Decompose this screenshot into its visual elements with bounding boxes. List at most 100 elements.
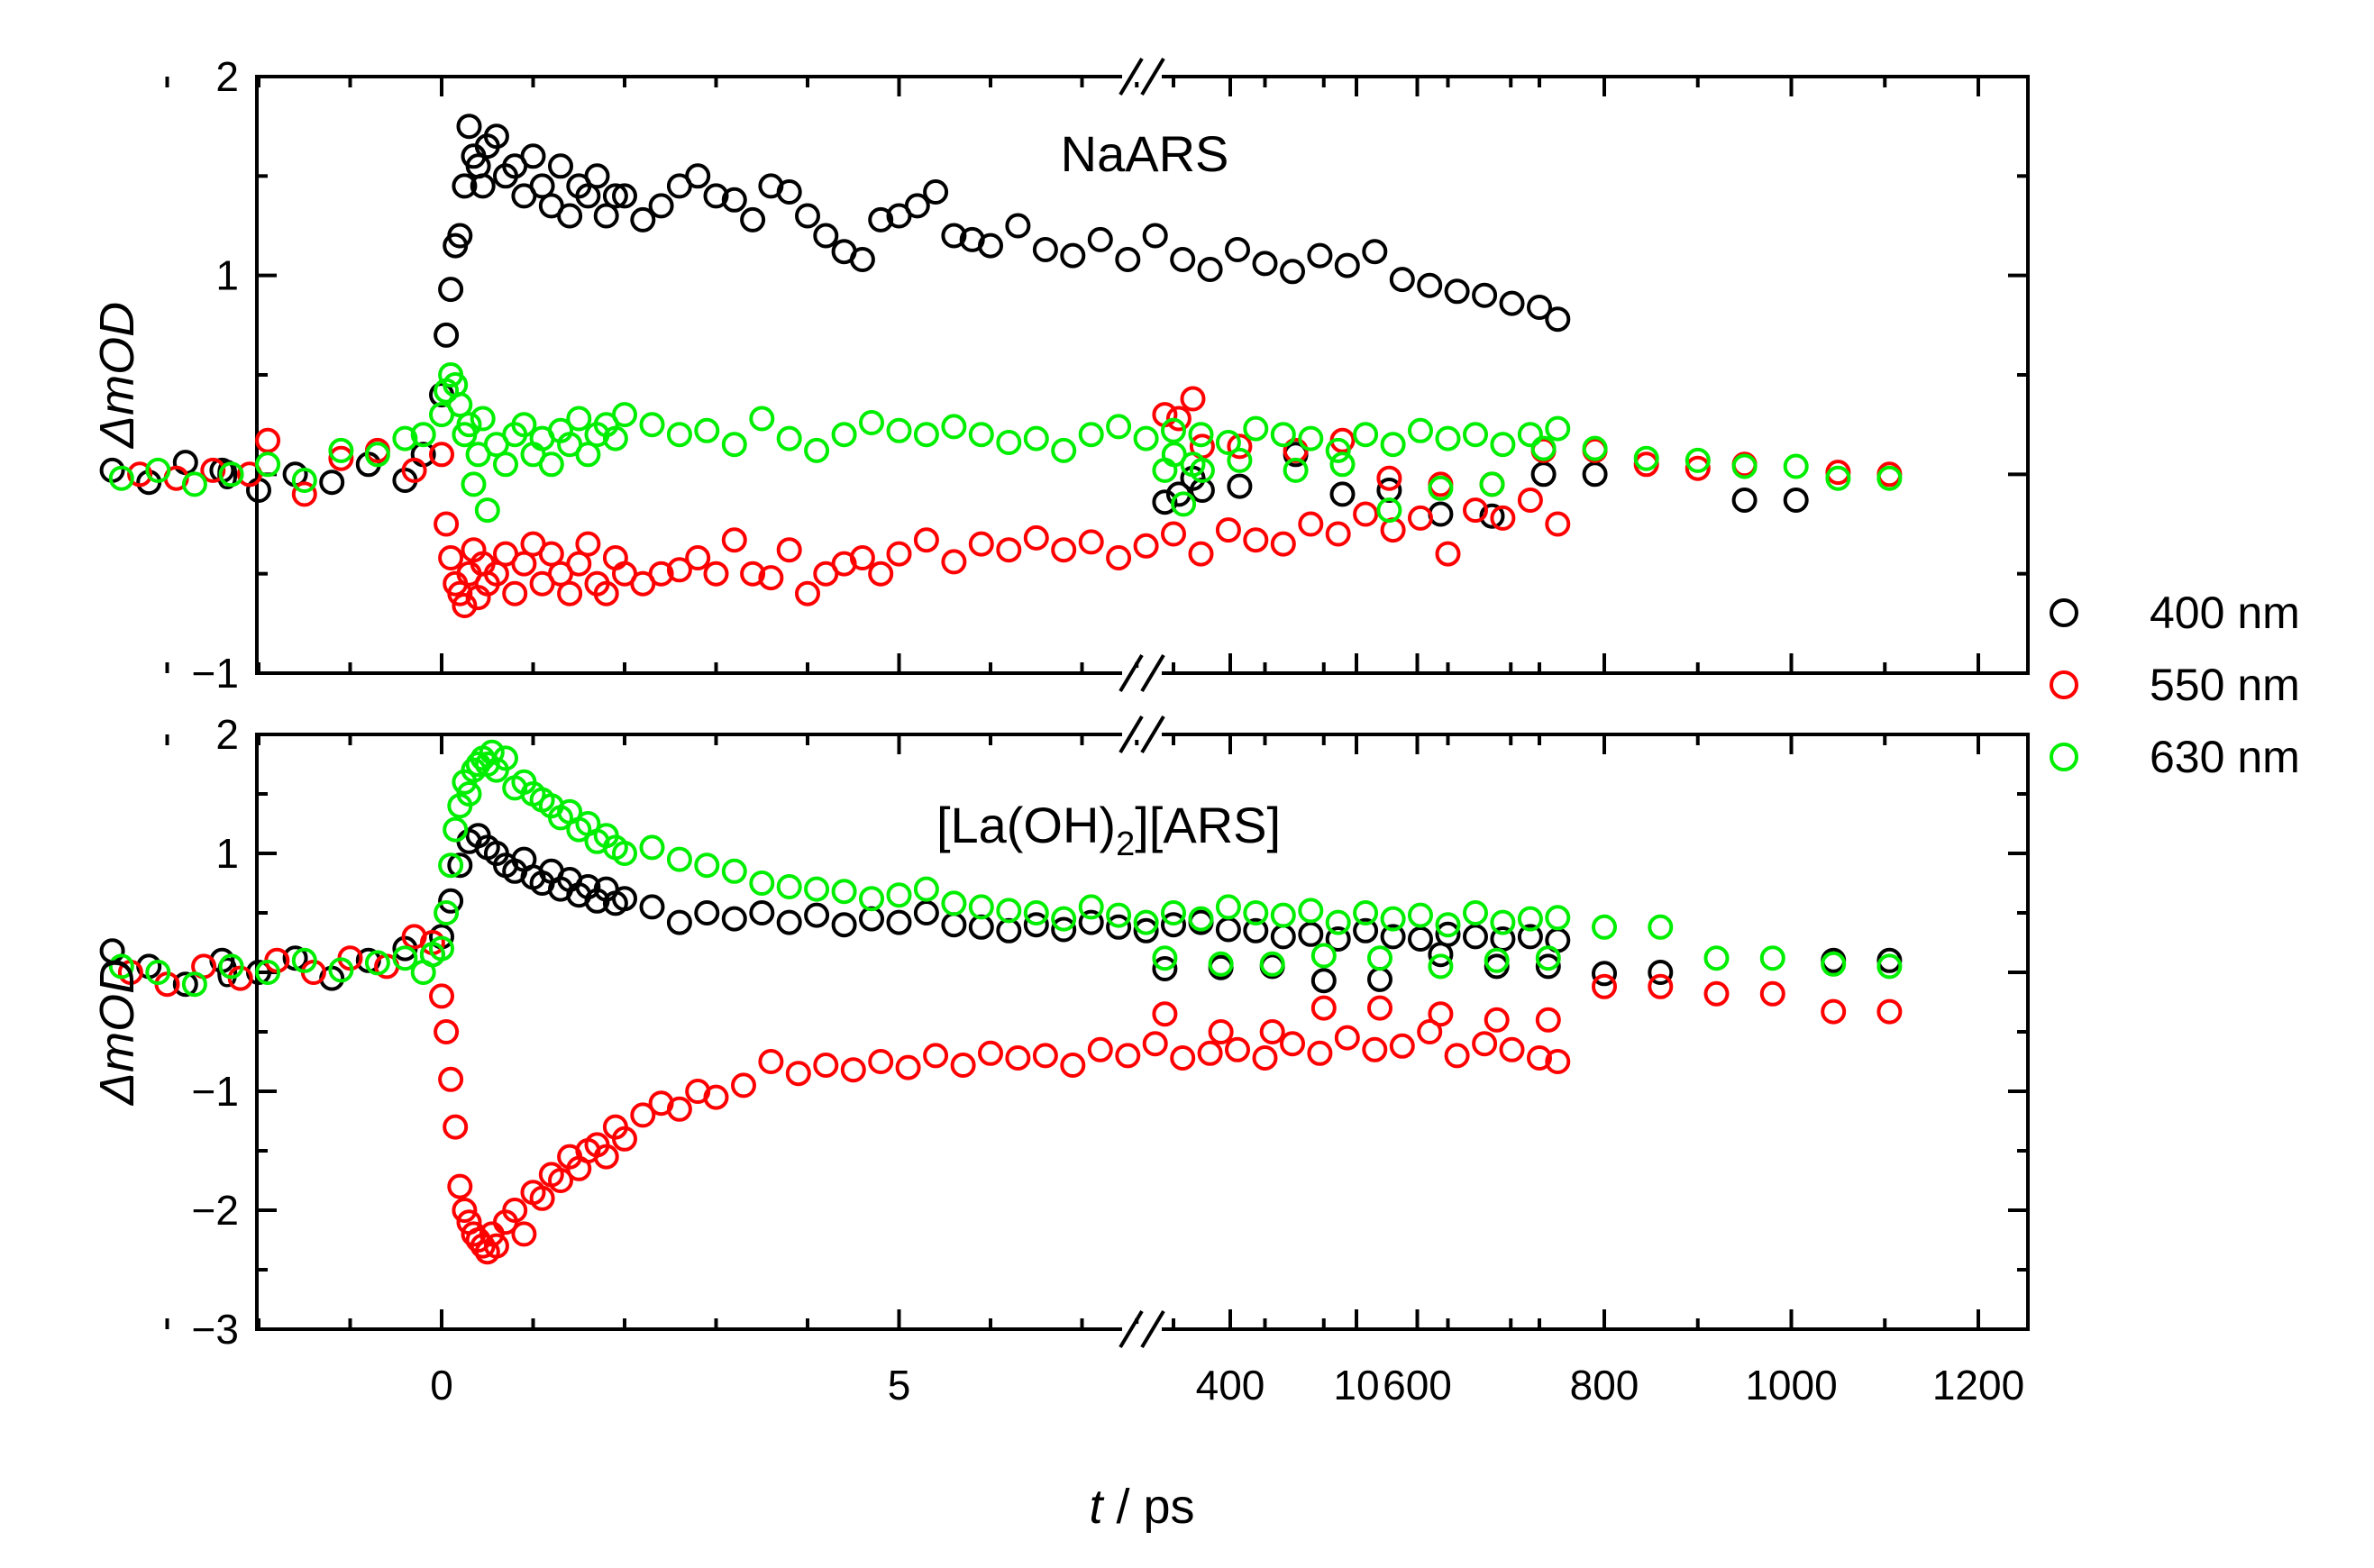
data-point xyxy=(1648,960,1674,985)
data-point xyxy=(108,953,134,980)
data-point xyxy=(538,451,564,478)
data-point xyxy=(1876,953,1903,980)
data-point xyxy=(566,551,592,577)
data-point xyxy=(1259,1019,1285,1044)
data-point xyxy=(1527,295,1552,320)
data-point xyxy=(639,894,665,920)
data-point xyxy=(1087,1036,1113,1062)
data-point xyxy=(1106,914,1132,940)
y-tick-label: 1 xyxy=(215,252,239,299)
data-point xyxy=(612,183,637,209)
data-point xyxy=(1310,968,1337,994)
data-point xyxy=(666,846,692,872)
data-point xyxy=(1307,1040,1333,1066)
data-point xyxy=(685,163,711,189)
data-point xyxy=(1208,951,1234,977)
data-point xyxy=(1417,272,1443,298)
data-point xyxy=(1171,491,1197,517)
data-point xyxy=(470,406,496,432)
data-point xyxy=(1243,527,1269,553)
data-point xyxy=(795,580,820,606)
data-point xyxy=(1225,237,1250,262)
data-point xyxy=(520,143,546,169)
data-point xyxy=(1298,511,1324,537)
data-point xyxy=(1270,902,1296,928)
data-point xyxy=(1161,912,1186,938)
data-point xyxy=(1633,445,1659,471)
axis-break-slash xyxy=(1119,57,1144,96)
data-point xyxy=(740,206,766,232)
data-point xyxy=(923,179,949,205)
data-point xyxy=(1444,278,1470,305)
x-tick-label: 0 xyxy=(430,1362,453,1408)
data-point xyxy=(1023,912,1049,938)
data-point xyxy=(1298,921,1324,947)
data-point xyxy=(291,481,317,507)
data-point xyxy=(1161,521,1186,547)
data-point xyxy=(886,541,912,567)
data-point xyxy=(452,173,478,199)
point-group xyxy=(99,114,1903,618)
data-point xyxy=(1353,501,1379,527)
data-point xyxy=(1545,1049,1571,1074)
data-point xyxy=(612,402,637,428)
data-point xyxy=(1428,942,1454,968)
data-point xyxy=(1087,226,1113,252)
data-point xyxy=(1783,488,1809,513)
data-point xyxy=(1435,912,1461,938)
data-point xyxy=(1380,924,1406,950)
data-point xyxy=(483,123,509,150)
data-point xyxy=(218,953,244,980)
data-point xyxy=(1032,1043,1058,1069)
data-point xyxy=(438,852,464,879)
data-point xyxy=(1463,497,1488,524)
data-point xyxy=(1115,247,1141,272)
data-point xyxy=(429,935,454,962)
data-point xyxy=(776,425,802,451)
data-point xyxy=(1545,306,1571,333)
data-point xyxy=(1133,425,1159,451)
data-point xyxy=(447,580,473,606)
panel-title: NaARS xyxy=(1061,125,1229,182)
data-point xyxy=(978,232,1003,259)
data-point xyxy=(868,561,894,587)
data-point xyxy=(685,545,711,570)
data-point xyxy=(1367,995,1392,1021)
data-point xyxy=(108,465,134,491)
data-point xyxy=(941,414,967,440)
data-point xyxy=(1259,951,1285,977)
data-point xyxy=(913,876,939,902)
data-point xyxy=(461,471,487,497)
data-point xyxy=(1479,503,1505,529)
data-point xyxy=(1592,914,1617,940)
data-point xyxy=(364,950,390,976)
data-point xyxy=(452,1198,478,1223)
legend-label: 630 nm xyxy=(2150,732,2300,782)
data-point xyxy=(1298,425,1324,451)
data-point xyxy=(1731,488,1758,513)
data-point xyxy=(859,410,884,435)
data-point xyxy=(328,445,354,471)
data-point xyxy=(438,545,464,570)
data-point xyxy=(776,179,802,205)
data-point xyxy=(392,425,418,451)
data-point xyxy=(1005,213,1031,239)
data-point xyxy=(172,971,198,998)
data-point xyxy=(804,437,830,463)
y-tick-label: 2 xyxy=(215,711,239,758)
data-point xyxy=(1023,900,1049,925)
data-point xyxy=(1545,905,1571,931)
data-point xyxy=(474,497,500,524)
x-axis-variable: t xyxy=(1089,1480,1104,1534)
data-point xyxy=(1165,406,1192,432)
data-point xyxy=(529,1185,555,1211)
data-point xyxy=(1023,524,1049,551)
axis-break-slash xyxy=(1140,57,1165,96)
data-point xyxy=(840,1057,866,1083)
data-point xyxy=(758,565,784,591)
data-point xyxy=(1142,223,1168,249)
data-point xyxy=(721,432,747,458)
data-point xyxy=(731,1072,756,1099)
panel-title: [La(OH)2][ARS] xyxy=(936,797,1281,863)
